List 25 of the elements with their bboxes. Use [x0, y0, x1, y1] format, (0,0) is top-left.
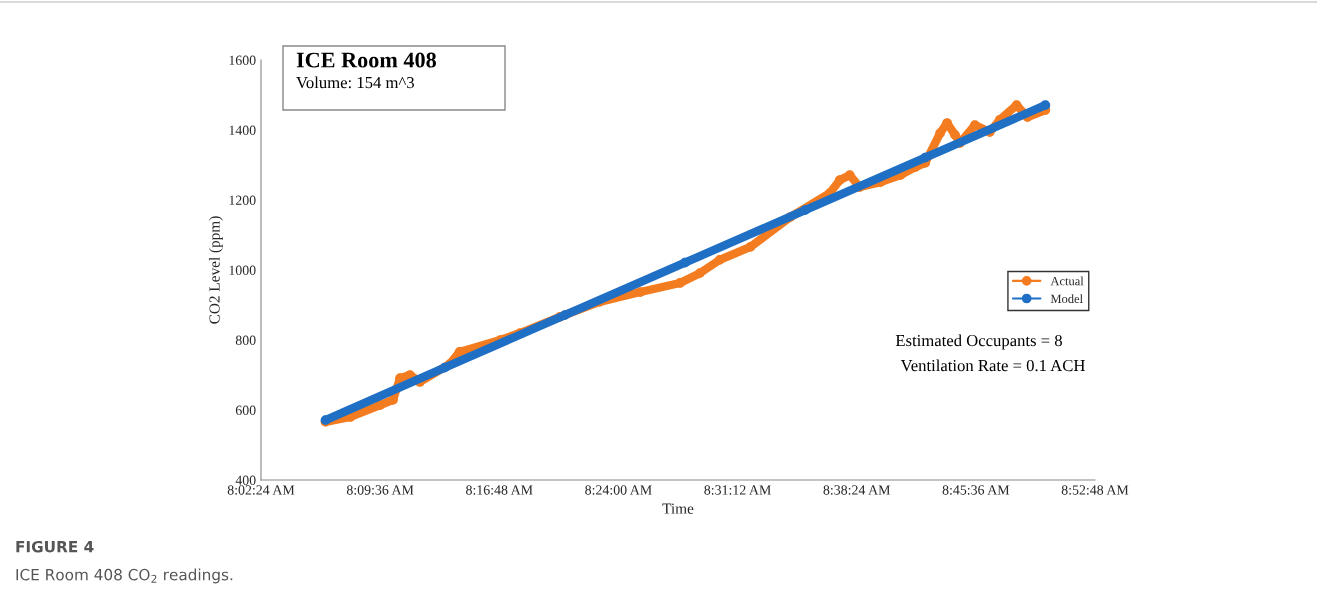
y-tick-label: 400	[235, 475, 256, 485]
legend-label: Model	[1050, 294, 1083, 303]
y-tick-label: 1200	[229, 195, 256, 205]
y-tick-label: 600	[235, 405, 256, 415]
x-tick-label: 8:31:12 AM	[704, 485, 771, 495]
x-tick-label: 8:16:48 AM	[466, 485, 533, 495]
annotation: Estimated Occupants = 8	[895, 334, 1062, 350]
text: ICE Room 408 CO$_{2}$ readings.	[16, 568, 233, 584]
x-tick-label: 8:52:48 AM	[1061, 485, 1129, 495]
x-tick-label: 8:38:24 AM	[823, 485, 891, 495]
legend-label: Actual	[1050, 276, 1084, 286]
annotation: Ventilation Rate = 0.1 ACH	[900, 359, 1085, 372]
x-axis-title: Time	[662, 503, 694, 514]
annotation: Volume: 154 m^3	[296, 76, 414, 89]
y-tick-label: 1400	[229, 125, 256, 135]
caption: FIGURE 4	[16, 540, 94, 553]
x-tick-label: 8:02:24 AM	[227, 485, 295, 495]
y-tick-label: 800	[235, 335, 256, 345]
x-tick-label: 8:45:36 AM	[942, 485, 1010, 495]
x-tick-label: 8:09:36 AM	[346, 485, 414, 495]
x-tick-label: 8:24:00 AM	[585, 485, 652, 495]
y-tick-label: 1000	[229, 265, 256, 275]
y-axis-title: CO2 Level (ppm)	[208, 216, 223, 324]
y-tick-label: 1600	[229, 55, 256, 65]
annotation: ICE Room 408	[296, 52, 437, 68]
